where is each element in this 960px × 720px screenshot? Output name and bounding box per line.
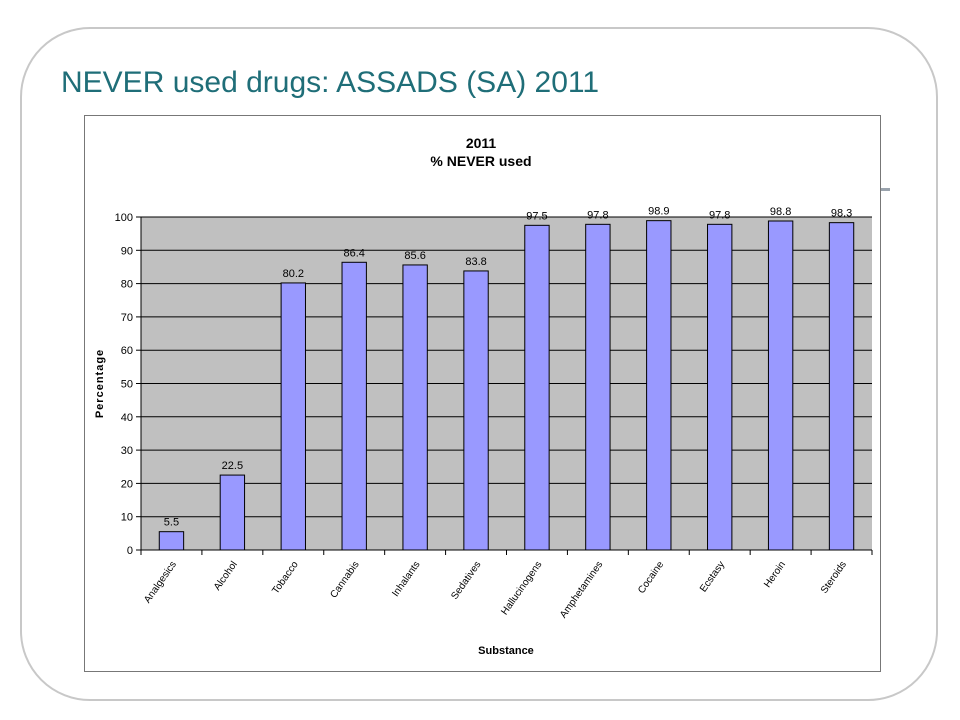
bar-chart: 2011 % NEVER used 0 10 20 30 40 50 60 70 80 90 100… [94,135,873,657]
x-tick-label: Analgesics [142,559,179,605]
bar-hallucinogens [524,224,550,551]
y-tick-label: 0 [127,545,133,557]
y-tick-label: 30 [121,445,133,457]
x-tick-label: Amphetamines [558,559,605,620]
gridlines [141,216,872,518]
chart-container: 2011 % NEVER used 0 10 20 30 40 50 60 70 80 90 100… [84,115,881,672]
y-tick-label: 10 [121,512,133,524]
data-label: 83.8 [465,256,486,268]
bar-amphetamines [585,223,611,551]
data-label: 80.2 [283,268,304,280]
data-label: 97.8 [587,209,608,221]
x-tick-label: Hallucinogens [499,559,544,617]
x-tick-label: Cocaine [636,559,666,596]
y-axis-title: Percentage [94,349,106,418]
x-tick-label: Inhalants [390,559,422,599]
data-label: 98.8 [770,206,791,218]
bars [158,220,855,551]
y-tick-label: 60 [121,345,133,357]
x-tick-label: Cannabis [328,559,361,600]
y-axis-ticks: 0 10 20 30 40 50 60 70 80 90 100 [115,212,141,557]
slide-title: NEVER used drugs: ASSADS (SA) 2011 [61,66,600,99]
x-axis-labels: Analgesics Alcohol Tobacco Cannabis Inhalant… [140,550,873,620]
y-tick-label: 90 [121,245,133,257]
x-axis-title: Substance [478,645,534,657]
bar-cannabis [341,261,367,551]
bar-alcohol [219,474,246,551]
bar-analgesics [158,531,185,551]
y-tick-label: 80 [121,279,133,291]
chart-title-line-2: % NEVER used [430,153,531,169]
data-label: 85.6 [404,250,425,262]
x-tick-label: Heroin [762,559,788,589]
y-tick-label: 70 [121,312,133,324]
y-tick-label: 40 [121,412,133,424]
x-tick-label: Ecstasy [698,559,727,594]
data-labels: 5.5 22.5 80.2 86.4 85.6 83.8 97.5 97.8 98.9 97.8 9… [164,206,852,529]
data-label: 98.3 [831,208,852,220]
bar-sedatives [463,270,489,551]
y-tick-label: 100 [115,212,133,224]
data-label: 97.8 [709,209,730,221]
x-tick-label: Alcohol [212,559,240,592]
data-label: 98.9 [648,206,669,218]
data-label: 5.5 [164,517,179,529]
x-tick-label: Sedatives [449,559,483,601]
y-tick-label: 20 [121,478,133,490]
x-tick-label: Steroids [819,559,849,595]
data-label: 86.4 [343,247,364,259]
bar-inhalants [402,264,428,551]
bar-heroin [767,220,794,551]
bar-ecstasy [707,223,733,551]
bar-steroids [828,222,855,551]
x-tick-label: Tobacco [270,559,301,596]
bar-cocaine [646,220,672,551]
chart-title-line-1: 2011 [466,135,497,151]
y-tick-label: 50 [121,379,133,391]
bar-tobacco [280,282,306,551]
data-label: 22.5 [222,460,243,472]
slide-accent-mark [881,188,890,191]
data-label: 97.5 [526,210,547,222]
